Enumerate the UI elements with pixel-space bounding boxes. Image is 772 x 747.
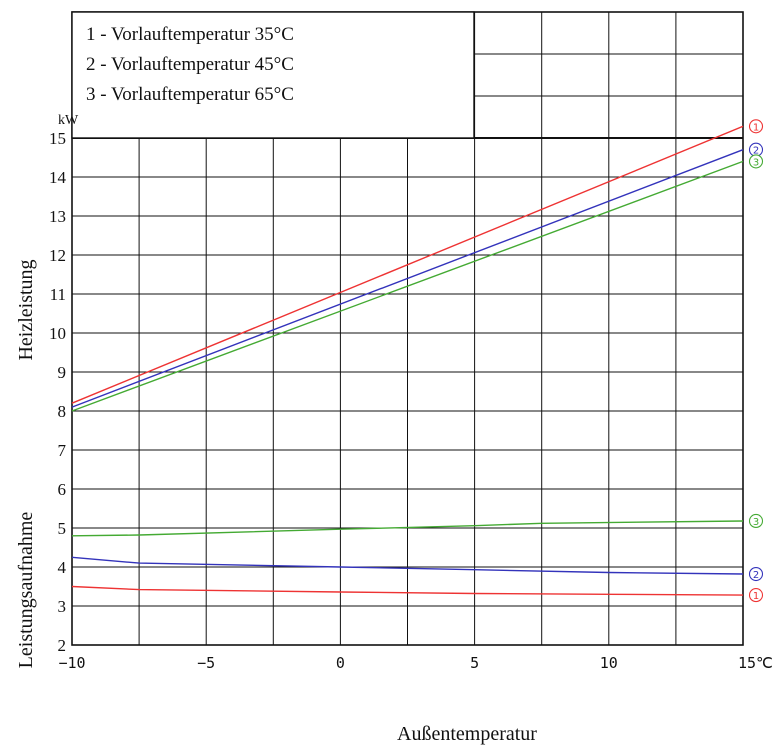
y-tick-label: 3	[58, 597, 67, 616]
x-tick-labels: −10 −5 0 5 10 15	[58, 654, 756, 672]
y-tick-label: 14	[49, 168, 67, 187]
legend-entry: 3 - Vorlauftemperatur 65°C	[86, 84, 294, 105]
y-tick-label: 8	[58, 402, 67, 421]
legend-entry: 1 - Vorlauftemperatur 35°C	[86, 24, 294, 45]
series-line-heating-1	[71, 125, 744, 404]
series-marker-power-3: 3	[748, 513, 764, 529]
x-tick-label: −5	[197, 654, 215, 672]
series-marker-power-1: 1	[748, 588, 764, 603]
y-tick-label: 12	[49, 246, 66, 265]
series-line-heating-2	[71, 149, 744, 408]
chart-series	[71, 125, 744, 596]
y-tick-label: 7	[58, 441, 67, 460]
marker-circle	[748, 154, 764, 169]
y-tick-label: 9	[58, 363, 67, 382]
legend: 1 - Vorlauftemperatur 35°C 2 - Vorlauftem…	[71, 11, 475, 139]
x-tick-label: 0	[336, 654, 345, 672]
marker-label: 2	[753, 570, 759, 581]
x-unit-label: ℃	[756, 654, 772, 672]
y-tick-label: 5	[58, 519, 67, 538]
x-tick-label: −10	[58, 654, 85, 672]
marker-circle	[748, 588, 764, 603]
x-tick-label: 15	[738, 654, 756, 672]
x-axis-label: Außentemperatur	[397, 723, 537, 745]
y-tick-labels: 2 3 4 5 6 7 8 9 10 11 12 13 14 15	[49, 129, 67, 655]
marker-label: 3	[753, 157, 759, 168]
x-tick-label: 10	[600, 654, 618, 672]
y-tick-label: 15	[49, 129, 66, 148]
y-tick-label: 10	[49, 324, 66, 343]
series-line-power-3	[71, 520, 744, 537]
marker-label: 3	[753, 517, 759, 528]
x-tick-label: 5	[470, 654, 479, 672]
series-line-power-2	[71, 556, 744, 575]
y-axis-label-upper: Heizleistung	[15, 259, 37, 360]
marker-circle	[748, 566, 764, 582]
marker-circle	[748, 119, 764, 134]
series-line-heating-3	[71, 160, 744, 412]
legend-entry: 2 - Vorlauftemperatur 45°C	[86, 54, 294, 75]
y-unit-label: kW	[58, 113, 79, 128]
y-axis-label-lower: Leistungsaufnahme	[15, 512, 37, 669]
legend-frame	[71, 11, 475, 139]
series-marker-power-2: 2	[748, 566, 764, 582]
series-marker-heating-1: 1	[748, 119, 764, 134]
marker-label: 1	[753, 591, 759, 602]
series-line-power-1	[71, 585, 744, 596]
series-marker-heating-3: 3	[748, 154, 764, 169]
marker-label: 1	[753, 122, 759, 133]
y-tick-label: 13	[49, 207, 66, 226]
y-tick-label: 6	[58, 480, 67, 499]
y-tick-label: 11	[50, 285, 66, 304]
y-tick-label: 2	[58, 636, 67, 655]
marker-label: 2	[753, 146, 759, 157]
marker-circle	[748, 513, 764, 529]
y-tick-label: 4	[58, 558, 67, 577]
